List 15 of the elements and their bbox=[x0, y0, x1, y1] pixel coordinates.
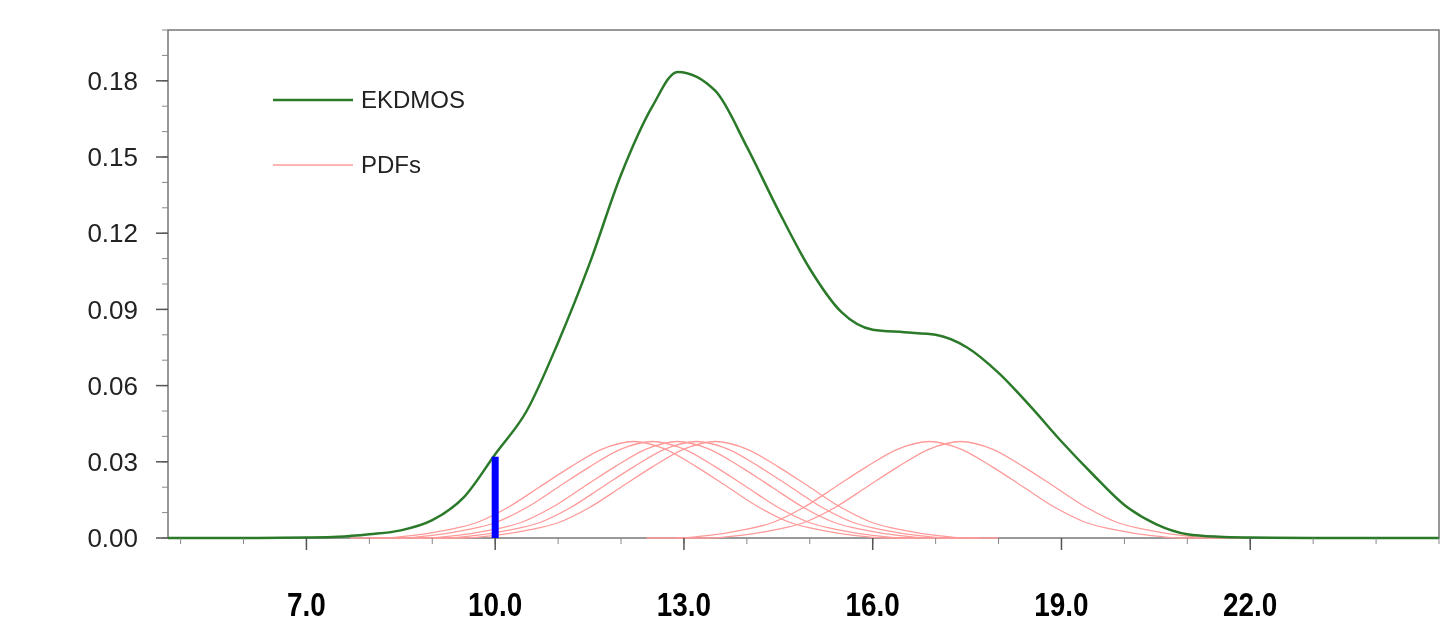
y-tick-label: 0.09 bbox=[87, 294, 138, 325]
y-tick-label: 0.12 bbox=[87, 218, 138, 249]
y-tick-label: 0.18 bbox=[87, 65, 138, 96]
y-tick-label: 0.15 bbox=[87, 142, 138, 173]
x-tick-label: 22.0 bbox=[1223, 585, 1278, 624]
x-tick-label: 16.0 bbox=[845, 585, 900, 624]
legend-label: PDFs bbox=[361, 151, 421, 179]
y-tick-label: 0.00 bbox=[87, 523, 138, 554]
x-tick-label: 19.0 bbox=[1034, 585, 1089, 624]
legend-label: EKDMOS bbox=[361, 86, 466, 114]
y-tick-label: 0.03 bbox=[87, 446, 138, 477]
x-tick-label: 13.0 bbox=[656, 585, 712, 624]
y-tick-label: 0.06 bbox=[87, 370, 138, 401]
x-tick-label: 7.0 bbox=[287, 585, 326, 624]
x-tick-label: 10.0 bbox=[468, 585, 523, 624]
